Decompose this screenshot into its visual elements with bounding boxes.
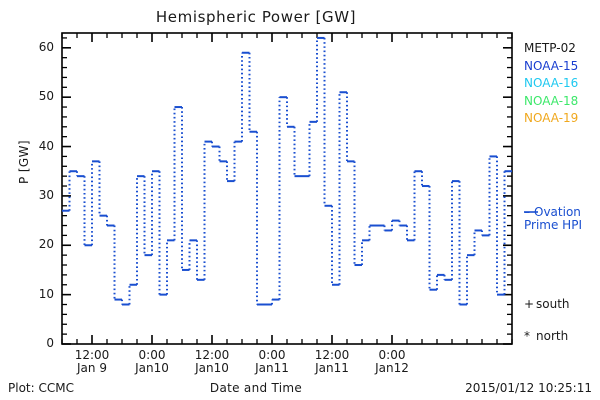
footer-timestamp: 2015/01/12 10:25:11 <box>465 381 592 395</box>
legend-ovation-label-line2: Prime HPI <box>524 218 582 232</box>
x-tick-label: 12:00 Jan11 <box>314 348 350 375</box>
legend-marker-south-label: south <box>536 297 570 311</box>
x-tick-label: 0:00 Jan12 <box>375 348 409 375</box>
legend-ovation-prime-hpi: – Ovation Prime HPI <box>524 206 582 232</box>
legend-marker-north: * north <box>524 329 568 343</box>
legend-ovation-label-line1: Ovation <box>534 205 581 219</box>
y-tick-label: 0 <box>46 336 54 350</box>
legend-item-metp-02: METP-02 <box>524 41 576 55</box>
y-tick-label: 60 <box>38 39 54 54</box>
asterisk-icon: * <box>524 329 530 343</box>
legend-item-noaa-16: NOAA-16 <box>524 76 579 90</box>
plus-icon: + <box>524 297 535 311</box>
legend-dash-icon: – <box>524 205 530 219</box>
page-title: Hemispheric Power [GW] <box>155 8 357 26</box>
data-series-ovation-prime-hpi <box>62 36 512 306</box>
legend-marker-north-label: north <box>536 329 569 343</box>
legend-item-noaa-18: NOAA-18 <box>524 93 579 108</box>
plot-frame <box>61 32 513 345</box>
x-tick-label: 0:00 Jan10 <box>135 348 169 375</box>
footer-plot-source: Plot: CCMC <box>8 381 74 395</box>
y-tick-label: 10 <box>38 286 54 301</box>
legend-item-noaa-19: NOAA-19 <box>524 111 579 125</box>
x-tick-label: 12:00 Jan 9 <box>74 348 110 375</box>
x-tick-label: 0:00 Jan11 <box>255 348 289 375</box>
x-tick-label: 12:00 Jan10 <box>194 348 230 375</box>
y-tick-label: 50 <box>38 89 54 104</box>
x-axis-title: Date and Time <box>209 381 303 395</box>
y-tick-label: 40 <box>38 138 54 153</box>
y-tick-label: 20 <box>38 237 54 252</box>
y-tick-label: 30 <box>38 187 54 202</box>
legend-marker-south: + south <box>524 297 570 311</box>
legend-satellites: METP-02 NOAA-15 NOAA-16 NOAA-18 NOAA-19 <box>524 40 578 128</box>
legend-item-noaa-15: NOAA-15 <box>524 58 579 73</box>
